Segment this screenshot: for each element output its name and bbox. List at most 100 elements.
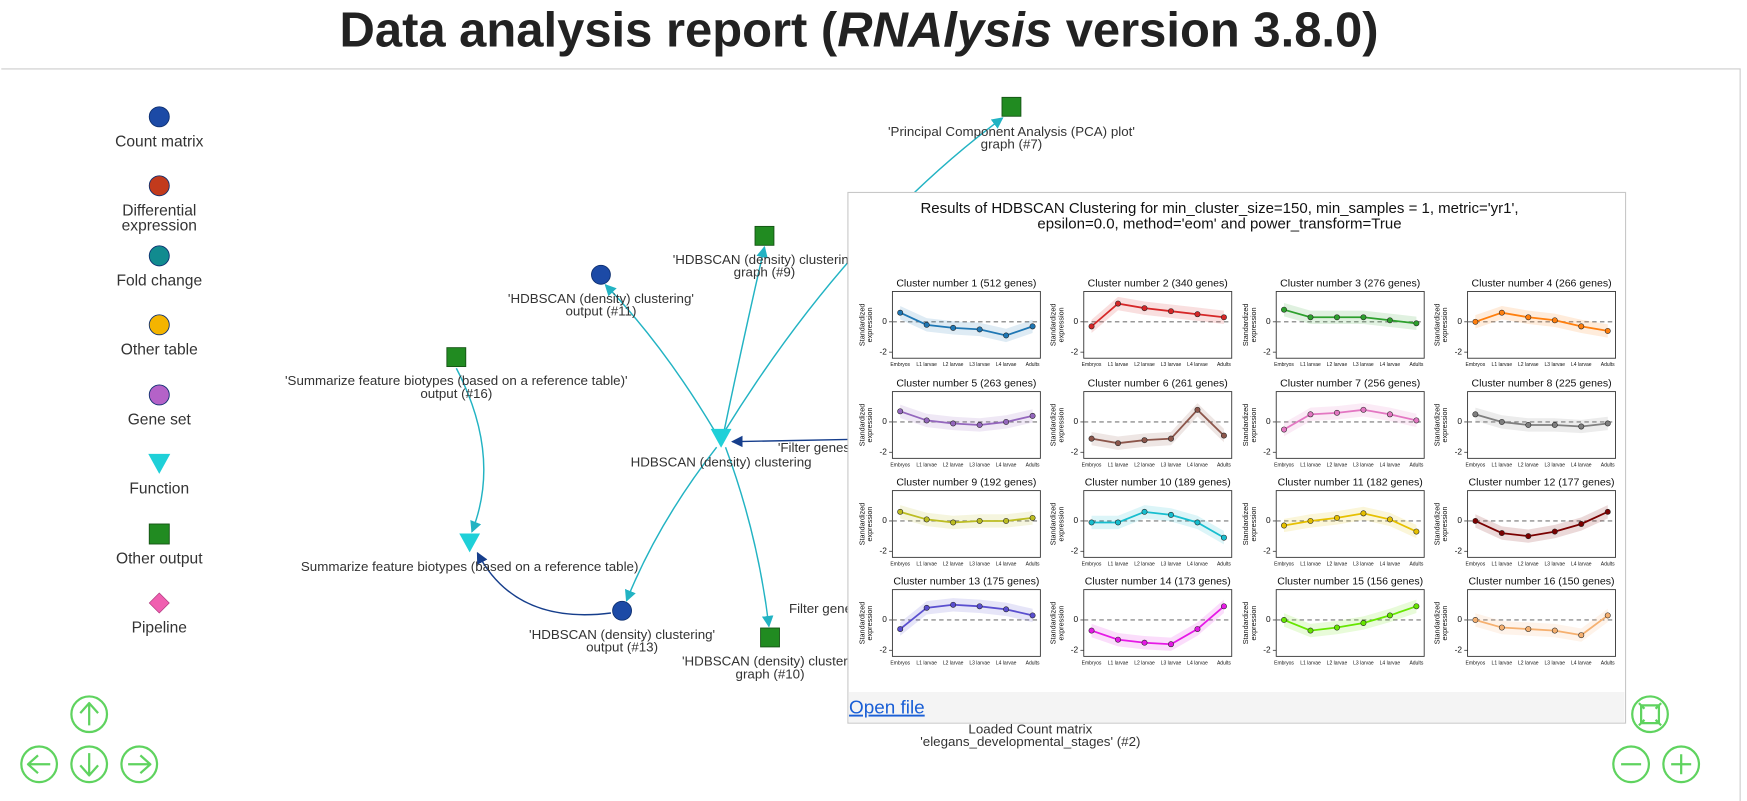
- cluster-point: [1551, 422, 1558, 428]
- y-tick-label: 0: [1457, 614, 1462, 624]
- y-axis-label: expression: [1249, 307, 1258, 342]
- cluster-panel: Cluster number 5 (263 genes) -2 0 Standardi…: [857, 378, 1041, 468]
- legend-label: Differential: [122, 202, 196, 219]
- x-tick-label: Adults: [1409, 561, 1423, 567]
- x-tick-label: L1 larvae: [1300, 362, 1321, 368]
- cluster-point: [1334, 514, 1340, 521]
- cluster-point: [1115, 636, 1121, 643]
- y-tick-label: 0: [1074, 515, 1079, 525]
- cluster-point: [950, 519, 957, 526]
- cluster-point: [1194, 311, 1201, 318]
- x-tick-label: L1 larvae: [1108, 561, 1129, 567]
- pan-up-button[interactable]: [70, 695, 109, 734]
- x-tick-label: L4 larvae: [1380, 462, 1401, 468]
- cluster-point: [950, 601, 957, 608]
- y-tick-label: 0: [1074, 416, 1079, 426]
- panel-title: Cluster number 13 (175 genes): [893, 576, 1039, 588]
- title-italic: RNAlysis: [837, 3, 1052, 57]
- x-tick-label: Embryos: [1274, 660, 1294, 666]
- cluster-point: [1498, 624, 1505, 631]
- x-tick-label: L1 larvae: [1492, 362, 1513, 368]
- cluster-point: [1604, 508, 1611, 515]
- x-tick-label: L2 larvae: [943, 561, 964, 567]
- cluster-point: [1525, 626, 1532, 633]
- x-tick-label: L4 larvae: [1187, 462, 1208, 468]
- x-tick-label: L2 larvae: [943, 660, 964, 666]
- cluster-panel: Cluster number 12 (177 genes) -2 0 Standard…: [1432, 477, 1616, 567]
- y-axis-label: expression: [1056, 307, 1065, 342]
- x-tick-label: Adults: [1409, 362, 1423, 368]
- cluster-line: [1091, 605, 1225, 646]
- edge: [625, 446, 718, 602]
- zoom-out-button[interactable]: [1612, 745, 1651, 784]
- node-label: HDBSCAN (density) clustering: [631, 454, 812, 469]
- cluster-point: [1578, 423, 1585, 430]
- x-tick-label: L2 larvae: [1518, 660, 1539, 666]
- node-label: output (#16): [420, 386, 492, 401]
- node-label: graph (#9): [734, 265, 796, 280]
- y-tick-label: -2: [1455, 545, 1463, 555]
- x-tick-label: L1 larvae: [916, 561, 937, 567]
- node-label: graph (#7): [981, 137, 1043, 152]
- x-tick-label: L1 larvae: [1492, 462, 1513, 468]
- cluster-line: [1283, 605, 1417, 632]
- popup-footer: [849, 691, 1625, 723]
- cluster-panel: Cluster number 3 (276 genes) -2 0 Standardi…: [1241, 277, 1425, 368]
- cluster-point: [1386, 516, 1393, 523]
- x-tick-label: L3 larvae: [969, 660, 990, 666]
- cluster-point: [1029, 323, 1036, 330]
- x-tick-label: L2 larvae: [1327, 362, 1348, 368]
- x-tick-label: L2 larvae: [1518, 561, 1539, 567]
- panel-title: Cluster number 14 (173 genes): [1085, 576, 1231, 588]
- cluster-point: [976, 603, 983, 610]
- x-tick-label: Embryos: [1274, 561, 1294, 567]
- fit-button[interactable]: [1631, 695, 1669, 734]
- cluster-point: [1498, 530, 1505, 537]
- cluster-point: [1088, 627, 1095, 634]
- open-file-link[interactable]: Open file: [849, 698, 925, 719]
- legend-label: Count matrix: [115, 134, 203, 151]
- x-tick-label: L3 larvae: [1545, 660, 1566, 666]
- x-tick-label: L3 larvae: [969, 362, 990, 368]
- plot-area: [891, 589, 1041, 657]
- edge: [724, 446, 774, 628]
- panel-title: Cluster number 16 (150 genes): [1469, 576, 1615, 588]
- y-axis-label: expression: [865, 408, 874, 443]
- x-tick-label: L4 larvae: [996, 462, 1017, 468]
- x-tick-label: L1 larvae: [1492, 561, 1513, 567]
- x-tick-label: Embryos: [890, 660, 910, 666]
- x-tick-label: L2 larvae: [1327, 660, 1348, 666]
- cluster-panel: Cluster number 15 (156 genes) -2 0 Standard…: [1241, 576, 1425, 666]
- plot-area: [1467, 490, 1616, 558]
- x-tick-label: L4 larvae: [1380, 561, 1401, 567]
- node-label: Filter gene: [789, 601, 852, 616]
- y-tick-label: -2: [879, 545, 887, 555]
- node-triangle: [459, 533, 481, 553]
- x-tick-label: L4 larvae: [996, 561, 1017, 567]
- zoom-in-button[interactable]: [1662, 745, 1701, 784]
- cluster-point: [1220, 534, 1227, 541]
- x-tick-label: L4 larvae: [1187, 561, 1208, 567]
- plot-area: [1083, 291, 1233, 359]
- cluster-point: [1334, 624, 1340, 631]
- node-circle: [148, 245, 170, 267]
- cluster-band: [1091, 296, 1224, 334]
- node-diamond: [148, 592, 170, 614]
- pan-down-button[interactable]: [70, 745, 109, 784]
- cluster-point: [1551, 627, 1558, 634]
- node-label: 'Summarize feature biotypes (based on a …: [285, 373, 628, 388]
- x-tick-label: Embryos: [890, 462, 910, 468]
- node-label: 'HDBSCAN (density) clustering': [529, 627, 715, 642]
- x-tick-label: L3 larvae: [1161, 660, 1182, 666]
- x-tick-label: Adults: [1601, 362, 1615, 368]
- node-circle: [148, 106, 170, 128]
- cluster-point: [1088, 519, 1095, 526]
- pan-right-button[interactable]: [120, 745, 159, 784]
- pan-left-button[interactable]: [20, 745, 59, 784]
- y-axis-label: expression: [1440, 307, 1449, 342]
- x-tick-label: L1 larvae: [916, 362, 937, 368]
- y-axis-label: expression: [865, 606, 874, 641]
- cluster-band: [1284, 599, 1417, 638]
- cluster-point: [1604, 612, 1611, 619]
- x-tick-label: L2 larvae: [1134, 362, 1155, 368]
